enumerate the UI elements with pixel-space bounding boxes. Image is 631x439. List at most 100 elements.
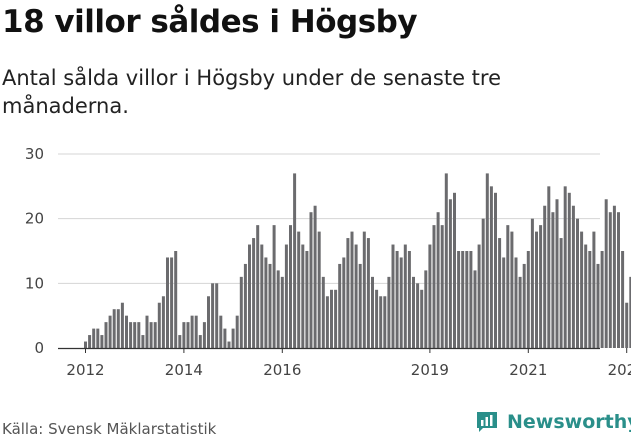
bar <box>465 251 469 348</box>
bar <box>174 251 178 348</box>
brand-name: Newsworthy <box>507 411 631 433</box>
bar-series <box>84 173 631 348</box>
bar <box>580 231 584 348</box>
bar <box>239 276 243 348</box>
bar <box>412 276 415 348</box>
bar <box>424 270 428 348</box>
bar <box>305 251 309 348</box>
x-tick-label-2014: 2014 <box>165 361 203 379</box>
bar <box>395 251 399 348</box>
bar <box>416 283 420 348</box>
bar <box>498 238 502 348</box>
bar <box>407 251 411 348</box>
bar <box>301 244 305 348</box>
bar <box>231 328 235 348</box>
bar <box>268 263 272 348</box>
bar <box>510 231 514 348</box>
bar <box>420 289 424 348</box>
bar <box>399 257 403 348</box>
bar <box>211 283 215 348</box>
bar <box>600 251 604 348</box>
bar <box>141 335 145 348</box>
bar <box>182 322 186 348</box>
bar <box>514 257 518 348</box>
bar <box>166 257 169 348</box>
bar <box>104 322 108 348</box>
bar <box>96 328 100 348</box>
bar <box>252 238 256 348</box>
bar <box>260 244 264 348</box>
bar <box>223 328 227 348</box>
bar <box>129 322 133 348</box>
chart-subtitle: Antal sålda villor i Högsby under de sen… <box>2 66 501 118</box>
bar <box>375 289 379 348</box>
bar <box>576 218 579 348</box>
bar <box>338 263 342 348</box>
bar <box>149 322 153 348</box>
bar <box>571 205 575 348</box>
bar <box>604 199 608 348</box>
bar <box>161 296 165 348</box>
bar <box>88 335 92 348</box>
x-tick-label-2019: 2019 <box>411 361 449 379</box>
bar <box>157 302 161 348</box>
bar <box>178 335 182 348</box>
bar <box>358 263 362 348</box>
bar <box>448 199 452 348</box>
bar <box>522 263 526 348</box>
bar <box>453 192 456 348</box>
bar <box>485 173 489 348</box>
x-axis: 2012 2014 2016 2019 2021 2023 <box>58 347 631 379</box>
bar <box>297 231 301 348</box>
newsworthy-logo-icon <box>477 412 497 432</box>
bar <box>321 276 325 348</box>
bar <box>190 315 194 348</box>
bar <box>92 328 96 348</box>
bar <box>444 173 448 348</box>
y-axis: 0 10 20 30 <box>25 145 44 357</box>
bar <box>170 257 174 348</box>
bar <box>330 289 333 348</box>
bar <box>100 335 104 348</box>
bar <box>84 341 87 348</box>
bar <box>543 205 547 348</box>
bar <box>145 315 149 348</box>
x-tick-label-2016: 2016 <box>263 361 301 379</box>
bar <box>563 186 567 348</box>
bar <box>469 251 473 348</box>
bar <box>272 225 276 348</box>
bar <box>612 205 616 348</box>
bar <box>366 238 370 348</box>
bar <box>547 186 551 348</box>
bar <box>584 244 588 348</box>
bar <box>202 322 206 348</box>
bar <box>489 186 493 348</box>
bar <box>219 315 223 348</box>
bar <box>502 257 506 348</box>
bar <box>198 335 202 348</box>
bar <box>334 289 338 348</box>
x-tick-label-2012: 2012 <box>66 361 104 379</box>
source-credit: Källa: Svensk Mäklarstatistik <box>2 420 217 438</box>
bar <box>215 283 219 348</box>
bar <box>120 302 124 348</box>
bar <box>588 251 592 348</box>
bar <box>379 296 383 348</box>
bar <box>235 315 239 348</box>
bar <box>559 238 563 348</box>
bar <box>354 244 358 348</box>
bar <box>112 309 116 348</box>
bar <box>608 212 612 348</box>
bar <box>494 192 497 348</box>
newsworthy-brand[interactable]: Newsworthy <box>475 408 631 436</box>
bar <box>371 276 374 348</box>
bar <box>256 225 260 348</box>
bar <box>592 231 596 348</box>
bar <box>133 322 137 348</box>
bar <box>596 263 600 348</box>
bar <box>403 244 407 348</box>
x-tick-label-2023: 2023 <box>608 361 631 379</box>
bar <box>248 244 251 348</box>
bar <box>629 276 631 348</box>
